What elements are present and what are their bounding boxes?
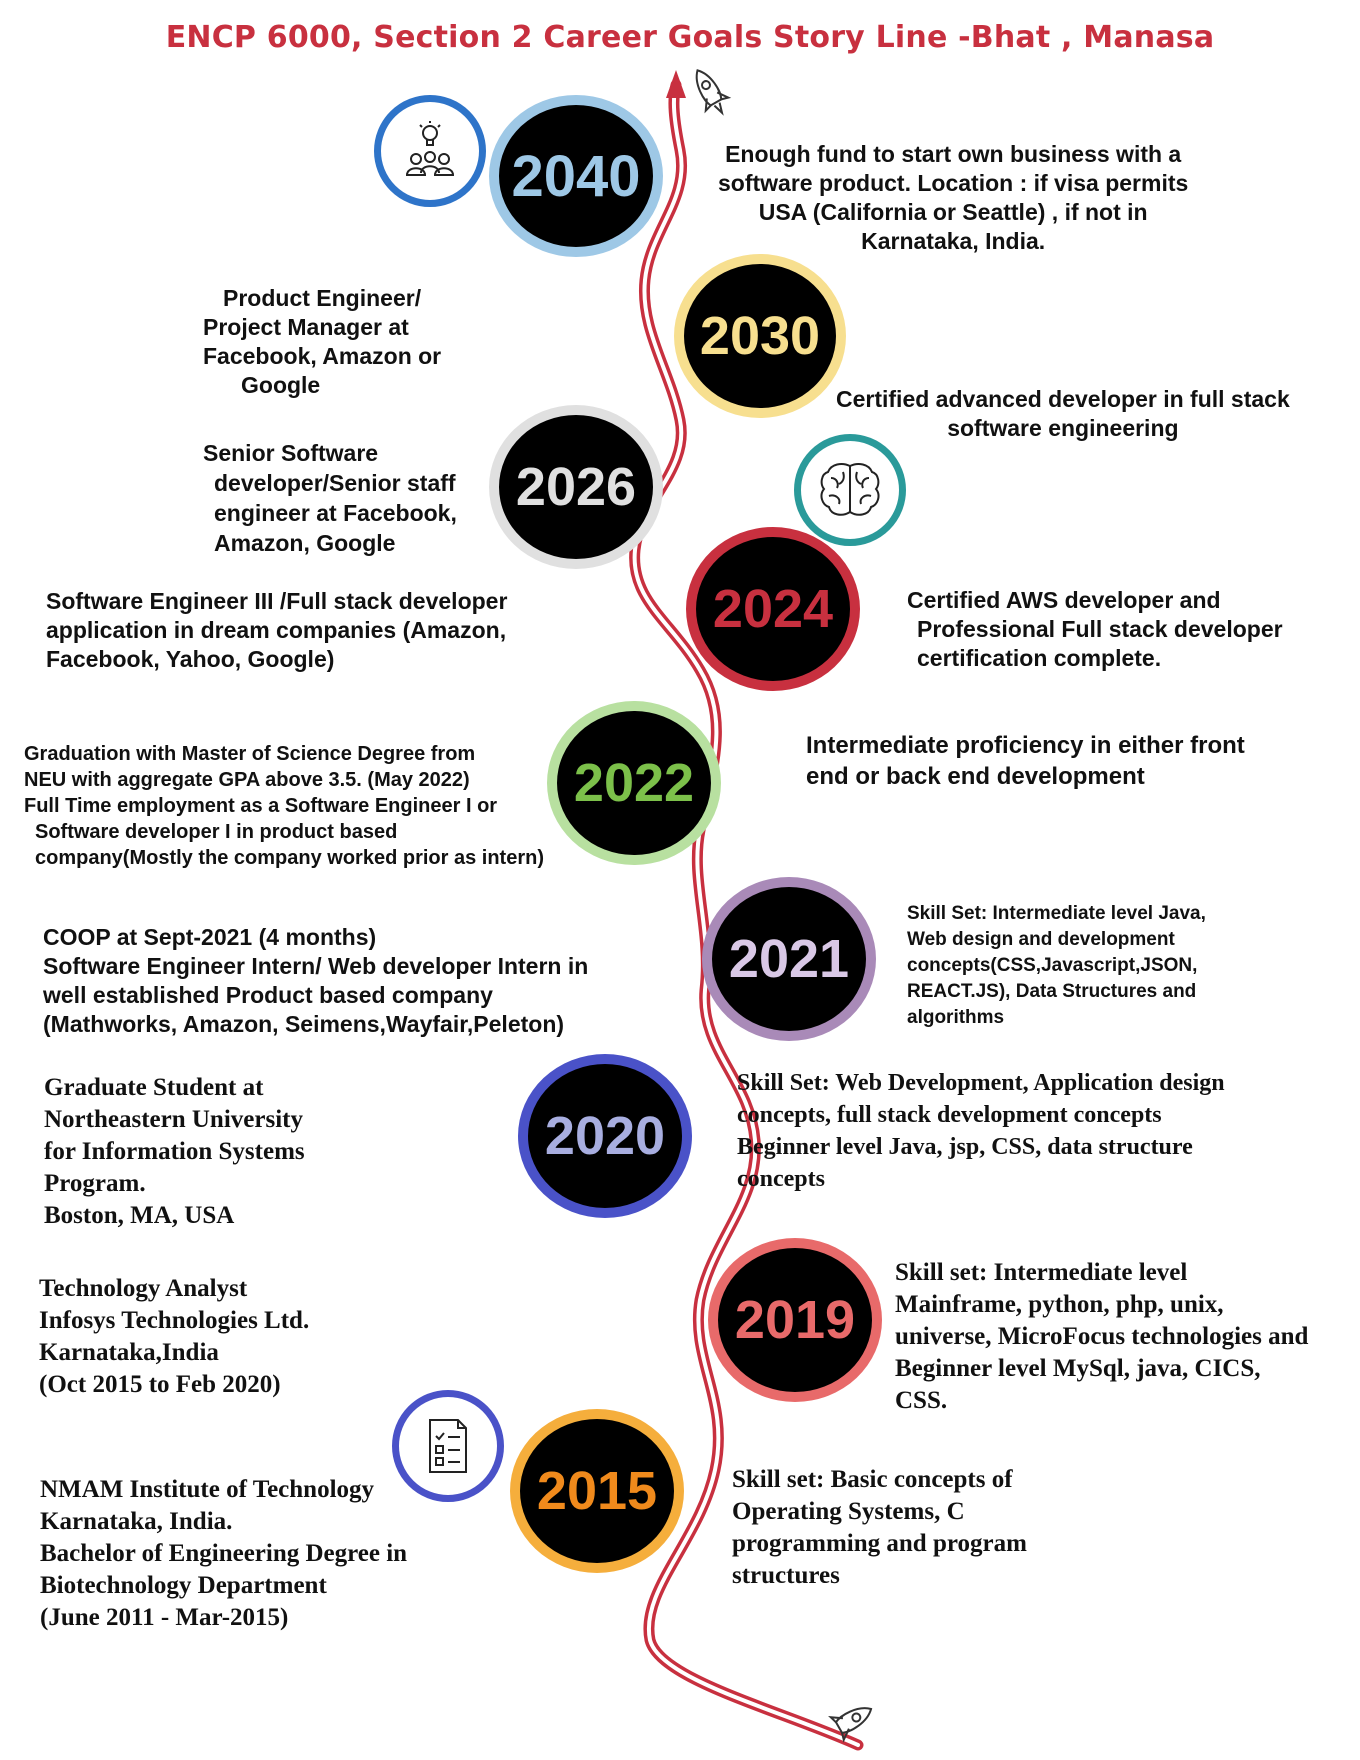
- road-arrowhead: [666, 70, 686, 98]
- milestone-2026-text: Senior Software developer/Senior staff e…: [203, 440, 457, 556]
- year-circle-2040: 2040: [489, 95, 663, 257]
- page-title: ENCP 6000, Section 2 Career Goals Story …: [165, 20, 1215, 55]
- milestone-2020-right-text: Skill Set: Web Development, Application …: [737, 1070, 1225, 1192]
- milestone-2015-right-text: Skill set: Basic concepts of Operating S…: [732, 1466, 1027, 1589]
- year-label: 2030: [699, 306, 821, 366]
- year-label: 2015: [536, 1461, 658, 1521]
- milestone-2040-text: Enough fund to start own business with a…: [718, 141, 1189, 254]
- year-circle-2026: 2026: [489, 405, 663, 569]
- year-circle-2030: 2030: [674, 254, 846, 418]
- year-label: 2024: [712, 579, 834, 639]
- milestone-2022-left-text: Graduation with Master of Science Degree…: [24, 743, 544, 869]
- milestone-2030-left-text: Product Engineer/ Project Manager at Fac…: [203, 285, 442, 398]
- year-label: 2021: [728, 929, 850, 989]
- year-circle-2021: 2021: [702, 877, 876, 1041]
- milestone-2022-right-text: Intermediate proficiency in either front…: [806, 732, 1245, 790]
- year-circle-2020: 2020: [518, 1054, 692, 1218]
- milestone-2019-left-text: Technology Analyst Infosys Technologies …: [39, 1275, 310, 1398]
- milestone-2019-right-text: Skill set: Intermediate level Mainframe,…: [895, 1259, 1309, 1414]
- year-circle-2022: 2022: [547, 701, 721, 865]
- checklist-icon: [392, 1390, 504, 1502]
- milestone-2024-left-text: Software Engineer III /Full stack develo…: [46, 588, 508, 672]
- brain-icon: [794, 434, 906, 546]
- year-circle-2015: 2015: [510, 1409, 684, 1573]
- rocket-icon: [822, 1695, 882, 1745]
- team-idea-icon: [374, 95, 486, 207]
- year-label: 2040: [511, 143, 641, 209]
- milestone-2024-right-text: Certified AWS developer and Professional…: [907, 587, 1283, 671]
- year-label: 2026: [515, 457, 637, 517]
- year-label: 2020: [544, 1106, 666, 1166]
- rocket-icon: [685, 62, 735, 122]
- milestone-2015-left-text: NMAM Institute of Technology Karnataka, …: [40, 1476, 408, 1631]
- milestone-2021-left-text: COOP at Sept-2021 (4 months) Software En…: [43, 924, 589, 1037]
- year-circle-2019: 2019: [708, 1238, 882, 1402]
- year-label: 2019: [734, 1290, 856, 1350]
- milestone-2030-right-text: Certified advanced developer in full sta…: [836, 386, 1290, 441]
- year-circle-2024: 2024: [686, 527, 860, 691]
- milestone-2021-right-text: Skill Set: Intermediate level Java, Web …: [907, 903, 1206, 1028]
- year-label: 2022: [573, 753, 695, 813]
- milestone-2020-left-text: Graduate Student at Northeastern Univers…: [44, 1074, 305, 1229]
